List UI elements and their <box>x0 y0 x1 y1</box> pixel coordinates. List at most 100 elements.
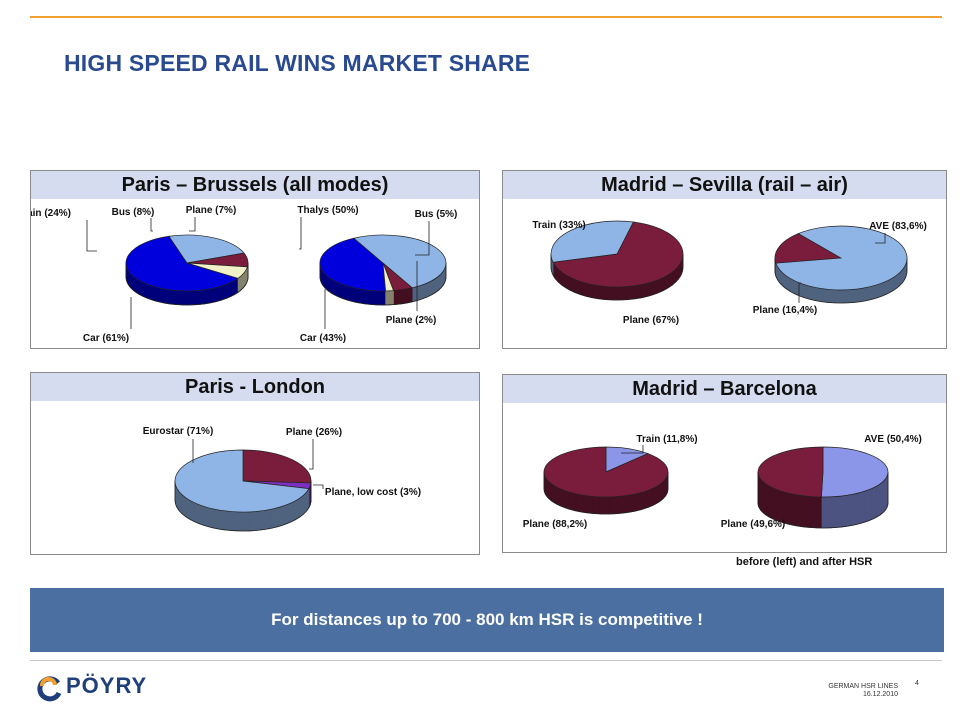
pie-side-segment <box>212 508 220 530</box>
pie-slice <box>550 220 634 263</box>
footer-info: GERMAN HSR LINES 16.12.2010 <box>792 683 898 699</box>
pie-side-segment <box>226 282 232 299</box>
logo-text: PÖYRY <box>66 673 148 698</box>
pie-chart-paris-brussels: Car (61%) Train (24%) Bus (8%) Plane (7%) Th… <box>31 205 457 344</box>
pie-slice <box>186 262 248 279</box>
slice-label: Train (33%) <box>532 220 585 231</box>
pie-side-segment <box>263 508 272 530</box>
slice-label: Plane (2%) <box>386 315 437 326</box>
panel-madrid-sevilla: Madrid – Sevilla (rail – air) Plane (67%… <box>502 170 947 349</box>
pie-side-segment <box>791 493 798 527</box>
pie-outline <box>757 472 889 529</box>
pie-chart-paris-london: Plane (26%) Plane, low cost (3%) Eurostar … <box>143 426 421 532</box>
pie-side-segment <box>821 496 827 529</box>
pie-side-segment <box>811 496 817 529</box>
pie-side-segment <box>863 489 869 523</box>
pie-side-segment <box>328 276 332 294</box>
slice-label: Car (43%) <box>300 333 346 344</box>
pie-side-segment <box>561 489 569 510</box>
pie-side-segment <box>221 283 227 301</box>
pie-side-segment <box>606 286 614 301</box>
slice-label: Plane, low cost (3%) <box>325 487 421 498</box>
pie-side-segment <box>248 511 258 532</box>
pie-side-segment <box>193 502 201 525</box>
poyry-logo: PÖYRY <box>36 672 166 702</box>
pie-side-segment <box>846 494 852 527</box>
pie-side-segment <box>145 283 152 300</box>
pie-side-segment <box>646 281 654 297</box>
pie-side-segment <box>851 288 861 303</box>
pie-slice <box>353 234 447 289</box>
slice-label: Car (61%) <box>83 333 129 344</box>
pie-side-segment <box>182 290 190 306</box>
pie-side-segment <box>843 289 853 304</box>
pie-side-segment <box>335 281 340 298</box>
pie-side-segment <box>591 496 601 515</box>
slice-label: Train (24%) <box>31 208 71 219</box>
pie-side-segment <box>568 491 577 512</box>
pie-side-segment <box>574 279 582 296</box>
panel-madrid-barcelona: Madrid – Barcelona Train (11,8%) Plane (8… <box>502 374 947 553</box>
pie-side-segment <box>877 483 881 517</box>
pie-side-segment <box>338 282 343 299</box>
pie-side-segment <box>859 490 865 524</box>
footer-date: 16.12.2010 <box>862 691 898 698</box>
pie-side-segment <box>184 496 190 520</box>
pie-side-segment <box>633 284 641 300</box>
pie-side-segment <box>181 493 186 517</box>
pie-side-segment <box>233 511 243 532</box>
pie-side-segment <box>216 285 223 302</box>
pie-side-segment <box>772 487 777 521</box>
pie-side-segment <box>348 286 354 302</box>
pie-side-segment <box>364 289 370 305</box>
pie-1-1: AVE (83,6%) Plane (16,4%) <box>753 221 927 316</box>
pie-side-segment <box>299 494 304 518</box>
pie-0-1: Thalys (50%) Bus (5%) Plane (2%) Car (43%) <box>297 205 457 344</box>
pie-side-segment <box>160 287 167 304</box>
pie-side-segment <box>155 286 162 303</box>
pie-side-segment <box>580 281 588 297</box>
slice-label: Train (11,8%) <box>636 434 697 445</box>
slice-label: AVE (50,4%) <box>864 434 922 445</box>
bottom-divider <box>30 660 942 661</box>
pie-side-segment <box>787 492 793 526</box>
slice-label: Plane (16,4%) <box>753 305 817 316</box>
pie-side-segment <box>583 494 593 514</box>
pie-side-segment <box>194 289 201 306</box>
pie-side-segment <box>640 283 648 299</box>
pie-side-segment <box>868 284 877 301</box>
pie-side-segment <box>850 493 857 526</box>
panel-paris-brussels: Paris – Brussels (all modes) Car (61%) Tr… <box>30 170 480 349</box>
pie-side-segment <box>831 496 838 529</box>
pie-side-segment <box>356 288 361 304</box>
pie-side-segment <box>613 286 621 301</box>
slice-label: Bus (8%) <box>112 207 155 218</box>
pie-side-segment <box>608 496 618 515</box>
pie-side-segment <box>592 284 600 300</box>
panel-title: Madrid – Sevilla (rail – air) <box>503 171 946 199</box>
leader-line <box>875 233 886 244</box>
leader-line <box>299 217 302 250</box>
pie-side-segment <box>360 288 365 305</box>
page-title: HIGH SPEED RAIL WINS MARKET SHARE <box>64 50 531 76</box>
pie-side-segment <box>171 289 178 305</box>
pie-slice <box>242 449 312 484</box>
leader-line <box>798 282 801 303</box>
footer-line1: GERMAN HSR LINES <box>828 683 898 690</box>
slice-label: Plane (7%) <box>186 205 237 216</box>
pie-side-segment <box>134 277 139 295</box>
pie-side-segment <box>880 481 883 516</box>
pie-side-segment <box>205 288 212 304</box>
panel-title: Madrid – Barcelona <box>503 375 946 403</box>
pie-side-segment <box>817 287 827 303</box>
pie-side-segment <box>633 492 642 512</box>
slice-label: AVE (83,6%) <box>869 221 927 232</box>
pie-side-segment <box>766 484 771 518</box>
pie-chart-madrid-barcelona: Train (11,8%) Plane (88,2%) AVE (50,4%) Pla… <box>523 434 922 530</box>
pie-slice <box>125 235 239 292</box>
leader-line <box>150 218 153 232</box>
slice-label: Plane (88,2%) <box>523 519 587 530</box>
pie-side-segment <box>620 286 628 301</box>
pie-side-segment <box>431 278 435 296</box>
pie-side-segment <box>436 274 440 293</box>
